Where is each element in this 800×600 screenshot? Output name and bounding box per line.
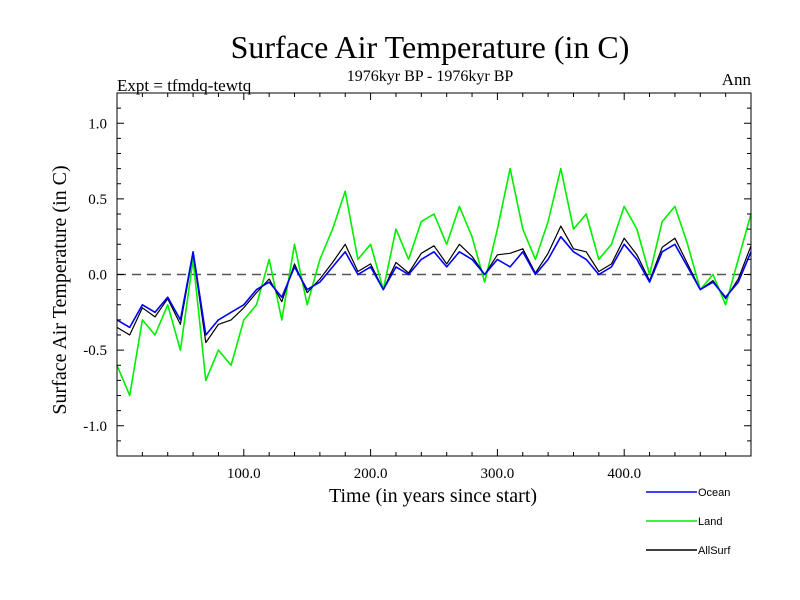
x-tick-label: 400.0 [607, 466, 641, 482]
chart-title: Surface Air Temperature (in C) [231, 29, 630, 65]
y-tick-label: -1.0 [83, 419, 107, 435]
x-tick-label: 100.0 [227, 466, 261, 482]
season-label: Ann [722, 70, 752, 89]
legend-label-allsurf: AllSurf [698, 545, 731, 557]
chart-subtitle: 1976kyr BP - 1976kyr BP [347, 68, 514, 85]
y-tick-label: 0.5 [88, 192, 107, 208]
series-line-land [116, 167, 752, 397]
series-line-allsurf [116, 225, 752, 344]
experiment-label: Expt = tfmdq-tewtq [117, 76, 252, 95]
x-axis-label: Time (in years since start) [329, 485, 537, 507]
y-tick-label: 1.0 [88, 116, 107, 132]
y-tick-label: 0.0 [88, 268, 107, 284]
series-line-ocean [116, 235, 752, 336]
x-tick-label: 200.0 [354, 466, 388, 482]
y-axis-label: Surface Air Temperature (in C) [49, 165, 71, 414]
legend: Ocean Land AllSurf [646, 487, 731, 557]
ticks: 100.0 200.0 300.0 400.0 -1.0 -0.5 0.0 0.5 1.0 [83, 93, 751, 482]
x-tick-label: 300.0 [481, 466, 515, 482]
legend-label-ocean: Ocean [698, 487, 730, 499]
legend-label-land: Land [698, 516, 722, 528]
y-tick-label: -0.5 [83, 343, 107, 359]
plot-lines [116, 167, 752, 397]
